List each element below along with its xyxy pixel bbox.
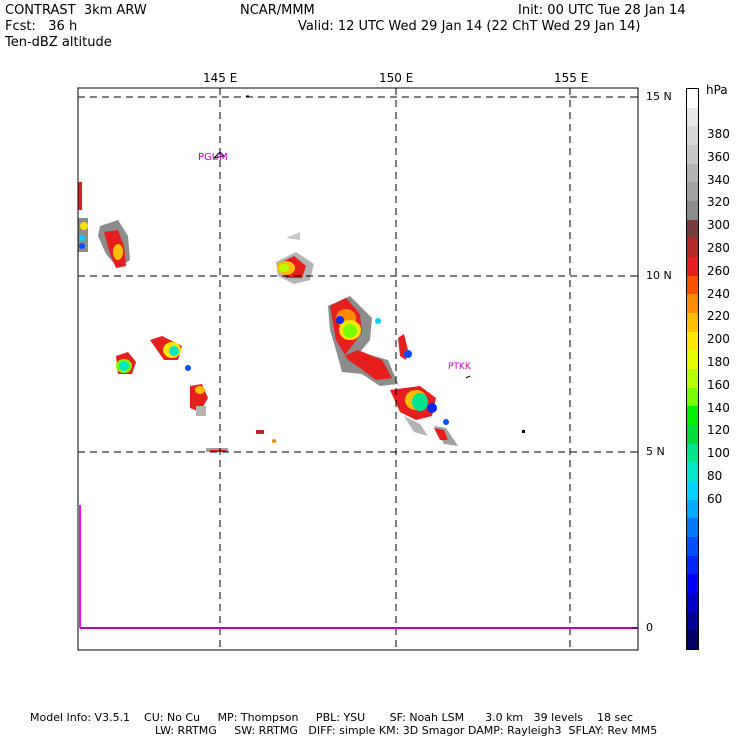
- colorbar-label: 200: [707, 332, 730, 347]
- colorbar-cell: [687, 518, 698, 538]
- colorbar-label: 140: [707, 400, 730, 415]
- footer-physics-info: LW: RRTMG SW: RRTMG DIFF: simple KM: 3D …: [155, 724, 658, 737]
- map-frame: [77, 87, 639, 651]
- colorbar-label: 80: [707, 469, 723, 483]
- colorbar-cell: [687, 537, 698, 557]
- header-forecast-hour: Fcst: 36 h: [5, 19, 78, 34]
- colorbar-cell: [687, 555, 698, 575]
- station-ptkk: PTKK: [448, 362, 471, 372]
- colorbar-cell: [687, 593, 698, 613]
- lon-label-145: 145 E: [203, 71, 238, 85]
- colorbar-cell: [687, 350, 698, 370]
- lat-label-15n: 15 N: [646, 90, 672, 103]
- colorbar-cell: [687, 406, 698, 426]
- colorbar-label: 340: [707, 172, 730, 187]
- header-product: CONTRAST 3km ARW: [5, 3, 147, 18]
- colorbar-cell: [687, 481, 698, 501]
- colorbar-label: 180: [707, 355, 730, 369]
- colorbar-label: 300: [707, 218, 730, 233]
- colorbar-cell: [687, 257, 698, 277]
- colorbar-cell: [687, 107, 698, 127]
- lat-lon-grid: [78, 88, 638, 650]
- colorbar-cell: [687, 238, 698, 258]
- colorbar-cell: [687, 331, 698, 351]
- colorbar-cell: [687, 201, 698, 221]
- header-init-time: Init: 00 UTC Tue 28 Jan 14: [518, 3, 686, 18]
- footer-model-info: Model Info: V3.5.1 CU: No Cu MP: Thompso…: [30, 711, 634, 724]
- station-pgum: PGUM: [198, 152, 228, 163]
- colorbar-label: 280: [707, 241, 730, 255]
- colorbar-cell: [687, 163, 698, 183]
- header-valid-time: Valid: 12 UTC Wed 29 Jan 14 (22 ChT Wed …: [298, 19, 641, 34]
- colorbar-label: 240: [707, 286, 730, 301]
- lon-label-150: 150 E: [379, 71, 414, 85]
- colorbar-cell: [687, 275, 698, 295]
- colorbar-cell: [687, 630, 698, 650]
- colorbar: [686, 88, 699, 650]
- header-field-name: Ten-dBZ altitude: [5, 35, 112, 50]
- colorbar-cell: [687, 145, 698, 165]
- echo-cells: [78, 95, 525, 452]
- colorbar-label: 260: [707, 263, 730, 278]
- colorbar-cell: [687, 313, 698, 333]
- lon-label-155: 155 E: [554, 71, 589, 85]
- colorbar-cell: [687, 499, 698, 519]
- colorbar-label: 380: [707, 127, 730, 141]
- colorbar-cell: [687, 182, 698, 202]
- colorbar-cell: [687, 126, 698, 146]
- colorbar-label: 160: [707, 377, 730, 392]
- colorbar-cell: [687, 443, 698, 463]
- colorbar-cell: [687, 387, 698, 407]
- colorbar-label: 100: [707, 446, 730, 461]
- colorbar-label: 220: [707, 309, 730, 324]
- colorbar-unit: hPa: [706, 83, 728, 97]
- colorbar-cell: [687, 369, 698, 389]
- colorbar-cell: [687, 574, 698, 594]
- colorbar-label: 360: [707, 149, 730, 164]
- colorbar-label: 120: [707, 423, 730, 438]
- colorbar-cell: [687, 89, 698, 109]
- colorbar-cell: [687, 294, 698, 314]
- colorbar-cell: [687, 462, 698, 482]
- colorbar-cell: [687, 219, 698, 239]
- lat-label-5n: 5 N: [646, 445, 665, 458]
- lat-label-10n: 10 N: [646, 269, 672, 282]
- lat-label-0: 0: [646, 621, 653, 634]
- colorbar-cell: [687, 611, 698, 631]
- colorbar-label: 320: [707, 195, 730, 210]
- header-org: NCAR/MMM: [240, 3, 315, 18]
- domain-outline: [79, 505, 638, 629]
- colorbar-cell: [687, 425, 698, 445]
- colorbar-label: 60: [707, 491, 723, 506]
